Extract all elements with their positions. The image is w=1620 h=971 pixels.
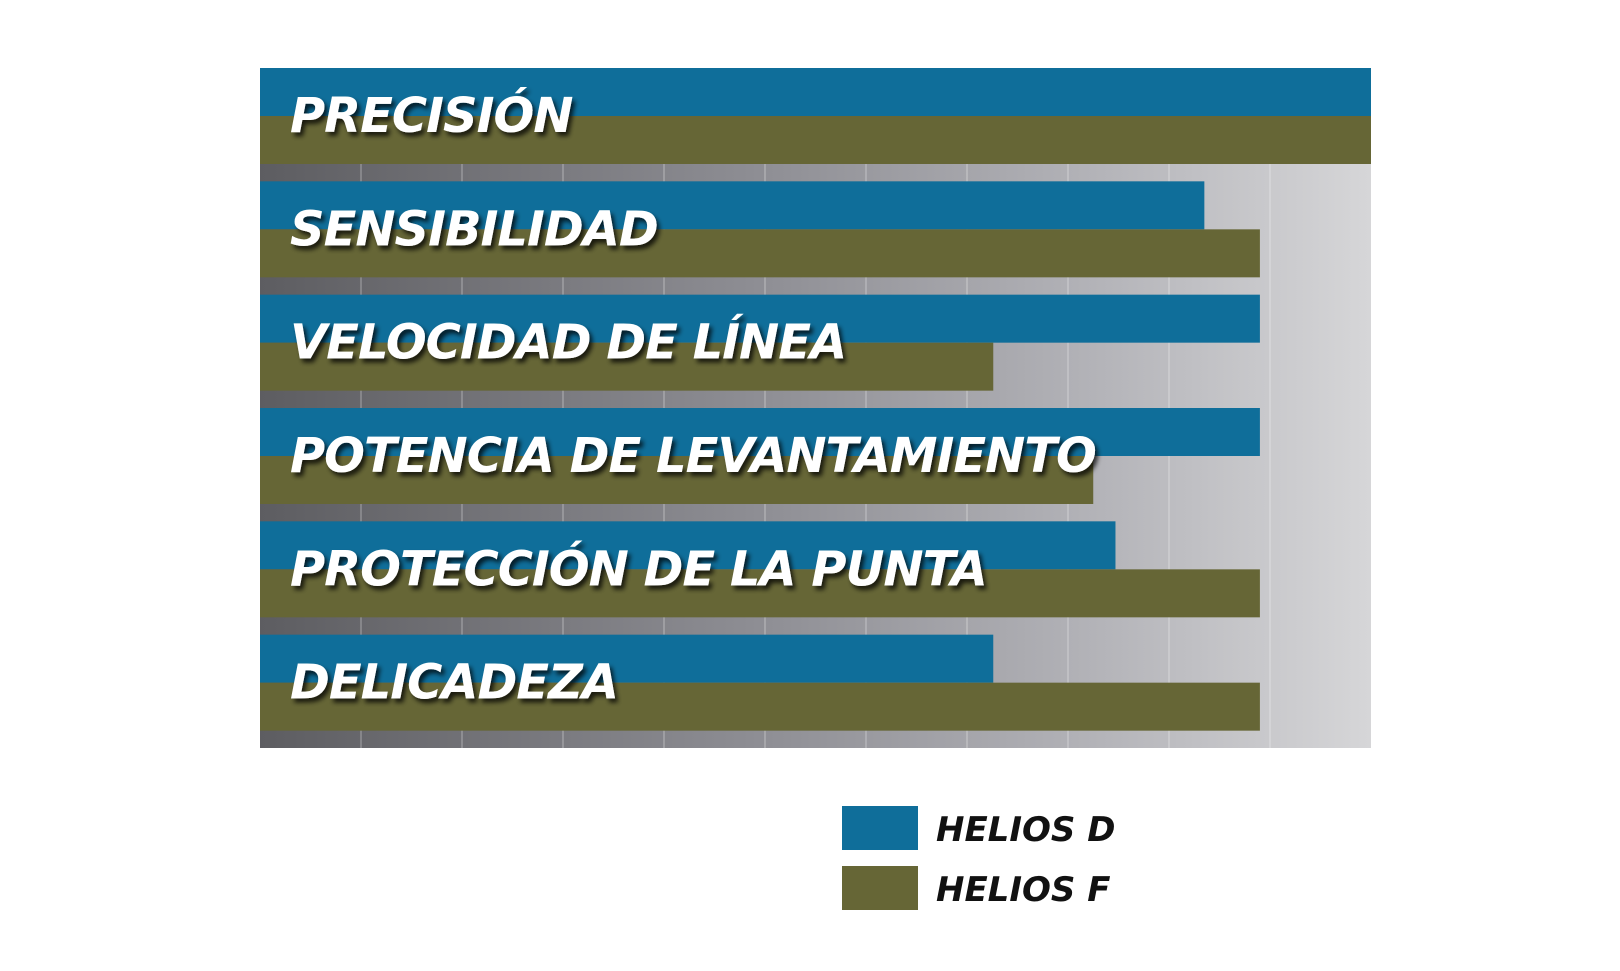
bar-helios-d — [260, 68, 1371, 116]
bar-helios-f — [260, 682, 1260, 731]
bar-helios-f — [260, 229, 1260, 278]
legend-swatch — [842, 806, 918, 850]
legend-label: HELIOS F — [936, 870, 1110, 910]
legend-label: HELIOS D — [936, 810, 1115, 850]
bar-helios-f — [260, 456, 1094, 504]
bar-helios-d — [260, 521, 1116, 570]
category-label: VELOCIDAD DE LÍNEA — [290, 314, 846, 371]
category-label: POTENCIA DE LEVANTAMIENTO — [290, 428, 1096, 484]
category-label: SENSIBILIDAD — [290, 201, 658, 257]
legend-swatch — [842, 866, 918, 910]
bar-helios-d — [260, 294, 1260, 343]
bar-helios-f — [260, 342, 994, 391]
bars — [260, 68, 1371, 731]
bar-helios-f — [260, 116, 1371, 164]
bar-helios-f — [260, 569, 1260, 618]
legend: HELIOS D HELIOS F — [842, 806, 1115, 910]
bar-helios-d — [260, 181, 1205, 230]
bar-helios-d — [260, 634, 994, 683]
category-label: DELICADEZA — [290, 655, 618, 711]
bar-helios-d — [260, 408, 1260, 456]
category-labels: PRECISIÓN SENSIBILIDAD VELOCIDAD DE LÍNEA P… — [290, 87, 1097, 711]
category-label: PROTECCIÓN DE LA PUNTA — [290, 540, 987, 597]
category-label: PRECISIÓN — [290, 87, 573, 144]
